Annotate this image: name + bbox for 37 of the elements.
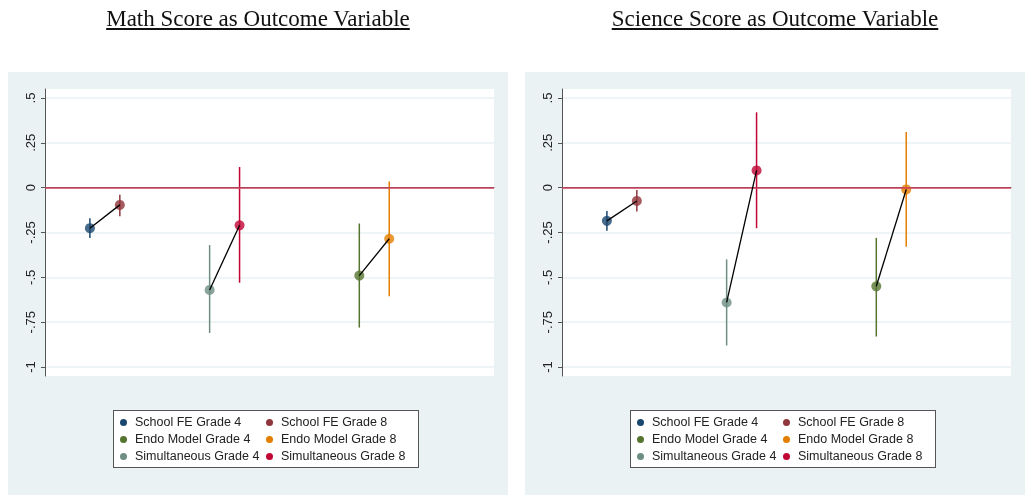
point [601,215,612,226]
legend-label: Simultaneous Grade 4 [135,449,260,463]
point [234,220,245,231]
legend-label: Endo Model Grade 8 [281,432,397,446]
point [384,233,395,244]
y-tick-label: -.25 [540,221,555,244]
y-tick-label: 0 [23,184,38,192]
legend-label: School FE Grade 4 [652,415,759,429]
y-tick-label: .5 [540,92,555,104]
y-tick-label: -.25 [23,221,38,244]
legend-label: School FE Grade 8 [798,415,905,429]
legend-label: Simultaneous Grade 4 [652,449,777,463]
y-tick-label: .25 [540,133,555,152]
y-tick-label: -1 [540,361,555,373]
y-tick-label: -.75 [540,310,555,334]
legend-label: Simultaneous Grade 8 [281,449,406,463]
legend-label: Endo Model Grade 4 [135,432,251,446]
point [84,223,95,234]
point [871,281,882,292]
point [631,195,642,206]
y-tick-label: -.5 [23,269,38,285]
legend-label: Endo Model Grade 8 [798,432,914,446]
y-tick-label: 0 [540,184,555,192]
chart-title: Math Score as Outcome Variable [105,6,411,32]
point [204,284,215,295]
point [354,270,365,281]
chart-title: Science Score as Outcome Variable [610,6,940,32]
legend-label: Simultaneous Grade 8 [798,449,923,463]
legend-label: School FE Grade 4 [135,415,242,429]
y-tick-label: -1 [23,361,38,373]
y-tick-label: .5 [23,92,38,104]
point [114,199,125,210]
legend-label: Endo Model Grade 4 [652,432,768,446]
legend-label: School FE Grade 8 [281,415,388,429]
y-tick-label: -.75 [23,310,38,334]
y-tick-label: -.5 [540,269,555,285]
y-tick-label: .25 [23,133,38,152]
